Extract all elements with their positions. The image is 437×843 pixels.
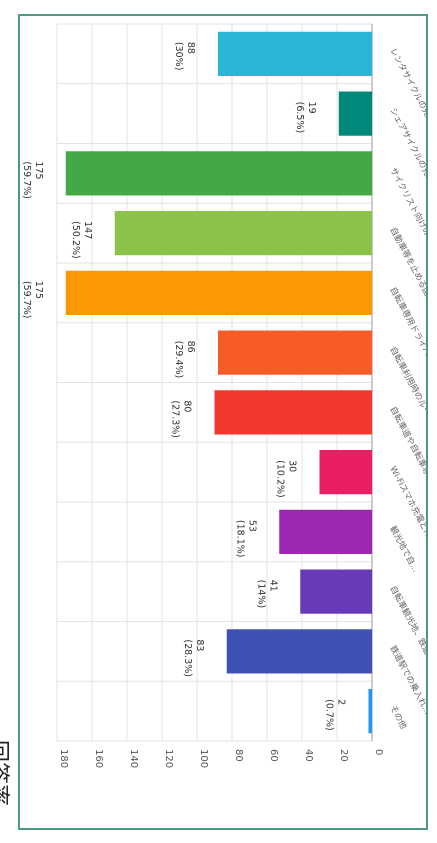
tick-label: 0 — [373, 749, 384, 755]
tick-label: 140 — [128, 749, 139, 768]
tick-label: 160 — [93, 749, 104, 768]
bar — [218, 31, 372, 76]
bar — [338, 91, 372, 136]
tick-label: 120 — [163, 749, 174, 768]
category-label: その他 — [387, 703, 409, 731]
data-label: 30(10.2%) — [275, 460, 298, 498]
data-label: 147(50.2%) — [70, 221, 93, 259]
data-label: 41(14%) — [255, 580, 278, 609]
tick-label: 20 — [338, 749, 349, 762]
data-label: 83(28.3%) — [182, 639, 205, 677]
data-label: 19(6.5%) — [294, 102, 317, 134]
bar — [300, 569, 372, 614]
data-label: 2(0.7%) — [324, 699, 347, 731]
bar — [226, 629, 372, 674]
tick-label: 40 — [303, 749, 314, 762]
bar — [279, 509, 372, 554]
category-label: Wi-Fiスマホ充電どんな… — [387, 464, 426, 554]
bar — [65, 270, 372, 315]
tick-label: 100 — [198, 749, 209, 768]
tick-label: 60 — [268, 749, 279, 762]
bar — [218, 330, 372, 375]
tick-label: 80 — [233, 749, 244, 762]
bar — [114, 211, 372, 256]
side-title-text: 回答率 — [0, 740, 10, 807]
chart-frame: 0 20 40 60 80 100 120 140 160 180 88(30%) レンタサイクルの充… — [18, 14, 437, 830]
data-label: 53(18.1%) — [234, 520, 257, 558]
category-label: 観光地で自… — [387, 524, 421, 574]
data-label: 175(59.7%) — [21, 281, 44, 319]
data-label: 175(59.7%) — [21, 161, 44, 199]
data-label: 86(29.4%) — [173, 341, 196, 379]
side-title: 回答率 — [0, 740, 26, 820]
tick-label: 180 — [58, 749, 69, 768]
data-label: 88(30%) — [173, 42, 196, 71]
bar — [65, 151, 372, 196]
bar — [214, 390, 372, 435]
bar — [368, 689, 372, 734]
bar — [319, 450, 372, 495]
data-label: 80(27.3%) — [170, 400, 193, 438]
